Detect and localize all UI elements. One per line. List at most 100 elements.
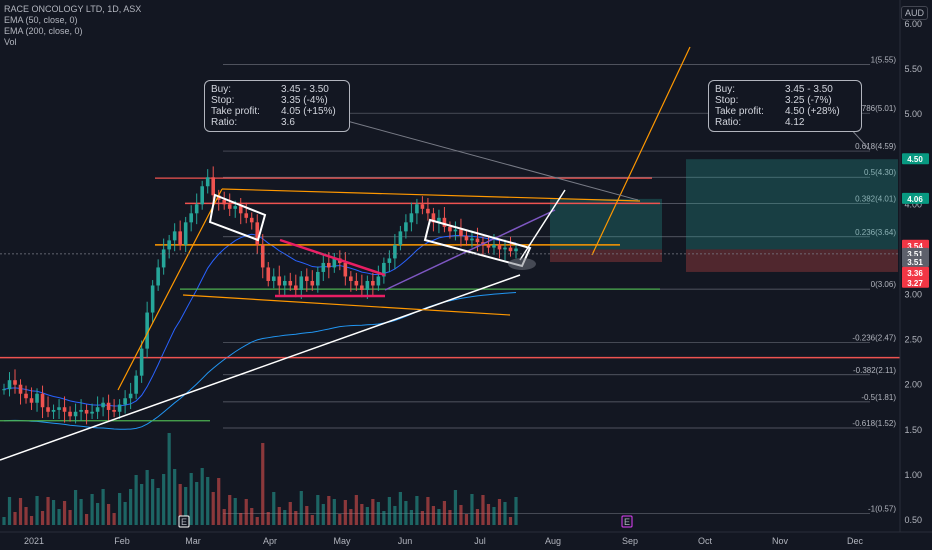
earnings-marker	[621, 515, 633, 528]
candle-body	[409, 213, 414, 223]
x-axis: 2021 Feb Mar Apr May Jun Jul Aug Sep Oct Nov Dec E E	[0, 515, 932, 546]
candle-body	[62, 407, 67, 412]
volume-bar	[151, 479, 155, 525]
ema200-legend[interactable]: EMA (200, close, 0)	[4, 26, 83, 36]
candle-body	[288, 280, 293, 286]
candle-body	[238, 206, 243, 214]
price-badge-label: 3.27	[907, 279, 923, 288]
bull-flag-1	[208, 193, 267, 242]
price-badge	[902, 192, 929, 204]
symbol-title[interactable]: RACE ONCOLOGY LTD, 1D, ASX	[4, 4, 142, 14]
candle-body	[503, 247, 507, 250]
price-badges: 4.504.063.543.513.513.363.27	[0, 153, 929, 288]
candle-body	[293, 285, 298, 290]
volume-legend[interactable]: Vol	[4, 37, 17, 47]
earnings-marker	[178, 515, 190, 528]
volume-bar	[475, 509, 480, 525]
chart-legend: RACE ONCOLOGY LTD, 1D, ASX EMA (50, clos…	[4, 4, 141, 48]
y-tick-label: 5.00	[904, 109, 922, 119]
volume-bar	[376, 502, 380, 525]
candle-body	[437, 217, 441, 223]
volume-bar	[398, 492, 402, 525]
volume-bar	[365, 507, 369, 525]
candle-body	[233, 206, 238, 209]
volume-bar	[332, 499, 336, 525]
candle-body	[497, 244, 502, 250]
fib-level-label: 1(5.55)	[871, 55, 897, 64]
volume-bar	[90, 494, 94, 525]
x-tick-label: Aug	[545, 536, 561, 546]
volume-bar	[140, 484, 144, 525]
candle-body	[24, 393, 28, 399]
candle-body	[194, 204, 199, 214]
volume-bar	[7, 497, 12, 525]
volume-bar	[211, 492, 215, 525]
ema50-legend[interactable]: EMA (50, close, 0)	[4, 15, 78, 25]
candle-body	[327, 262, 331, 268]
price-badge-label: 3.51	[907, 258, 923, 267]
candle-body	[106, 402, 111, 410]
candle-body	[415, 204, 419, 214]
highlight-ellipse	[508, 258, 536, 270]
volume-bar	[338, 514, 342, 525]
volume-bar	[310, 515, 314, 525]
candle-body	[349, 276, 353, 281]
note-key: Stop:	[715, 95, 739, 106]
y-tick-label: 5.50	[904, 64, 922, 74]
candle-body	[244, 213, 249, 218]
volume-bar	[321, 504, 325, 525]
candle-body	[304, 276, 309, 281]
volume-bar	[101, 489, 105, 525]
candle-body	[161, 249, 166, 268]
volume-bar	[437, 509, 441, 525]
x-tick-label: Jul	[474, 536, 486, 546]
volume-bar	[200, 468, 204, 525]
currency-button[interactable]: AUD	[900, 6, 928, 20]
fib-level-label: 0.5(4.30)	[864, 168, 896, 177]
trend-line	[117, 188, 223, 391]
volume-bar	[415, 496, 419, 525]
candle-body	[332, 258, 337, 268]
candle-body	[442, 217, 447, 227]
volume-bar	[343, 500, 347, 525]
fib-level-label: 0(3.06)	[871, 280, 897, 289]
volume-bar	[288, 502, 292, 525]
volume-bar	[244, 499, 248, 525]
volume-bar	[426, 497, 430, 525]
volume-bar	[84, 514, 89, 525]
x-tick-label: Sep	[622, 536, 638, 546]
note-key: Buy:	[715, 84, 736, 95]
candle-body	[255, 222, 260, 245]
candle-body	[101, 402, 105, 408]
candle-body	[404, 222, 408, 232]
candle-body	[178, 231, 182, 245]
volume-bar	[29, 516, 34, 525]
candle-body	[387, 258, 392, 263]
candle-body	[51, 409, 56, 412]
y-tick-label: 1.00	[904, 470, 922, 480]
note-value: 3.45 - 3.50	[281, 84, 329, 95]
candle-body	[382, 262, 386, 277]
volume-bar	[497, 499, 502, 525]
candle-body	[398, 231, 403, 245]
candle-body	[260, 244, 265, 268]
candle-body	[266, 267, 271, 281]
volume-bar	[459, 505, 463, 525]
volume-bar	[492, 507, 496, 525]
candle-body	[128, 393, 133, 399]
volume-bar	[349, 509, 353, 525]
trade-note-1[interactable]: Buy: 3.45 - 3.50 Stop: 3.35 (-4%) Take pro…	[204, 80, 350, 132]
candle-body	[299, 276, 304, 290]
volume-bar	[24, 507, 28, 525]
note-value: 4.12	[785, 117, 805, 128]
fib-level-label: -0.618(1.52)	[852, 419, 896, 428]
price-badge-label: 4.50	[907, 155, 923, 164]
trade-note-2[interactable]: Buy: 3.45 - 3.50 Stop: 3.25 (-7%) Take pro…	[708, 80, 862, 132]
trend-line	[279, 238, 386, 277]
note-value: 4.50 (+28%)	[785, 106, 840, 117]
volume-bar	[134, 475, 138, 525]
volume-bar	[393, 506, 397, 525]
candle-body	[343, 262, 348, 277]
volume-bar	[156, 488, 160, 525]
volume-bar	[266, 512, 270, 525]
